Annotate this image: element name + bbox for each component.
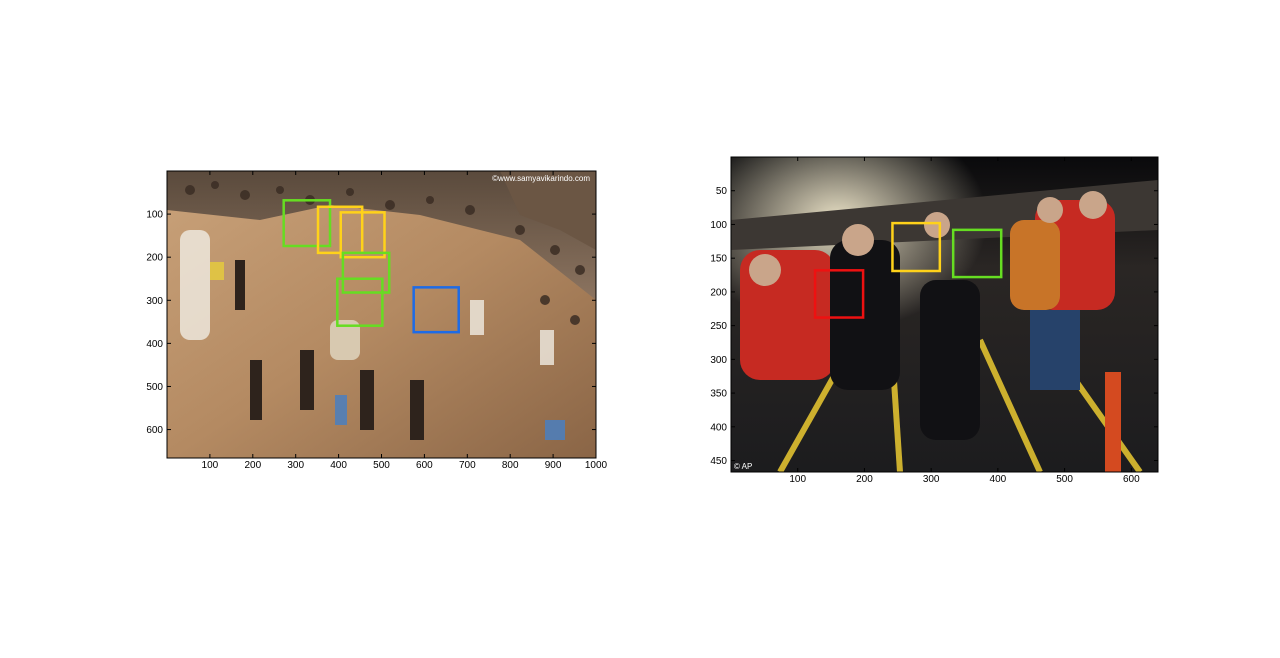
watermark: ©www.samyavikarindo.com <box>492 174 590 183</box>
watermark: © AP <box>734 462 752 471</box>
x-tick-label: 1000 <box>585 460 608 471</box>
y-tick-label: 150 <box>710 254 727 265</box>
y-tick-label: 400 <box>146 339 163 350</box>
x-tick-label: 900 <box>545 460 562 471</box>
y-tick-label: 400 <box>710 422 727 433</box>
x-tick-label: 200 <box>244 460 261 471</box>
detection-box <box>336 277 384 327</box>
y-tick-label: 250 <box>710 321 727 332</box>
x-tick-label: 100 <box>789 474 806 485</box>
detection-box <box>341 251 391 294</box>
x-tick-label: 400 <box>330 460 347 471</box>
detection-box <box>891 221 942 273</box>
x-tick-label: 600 <box>416 460 433 471</box>
panel-right: © AP 100 200 300 400 500 600 50 100 150 200 250 300 3… <box>710 156 1159 485</box>
left-photo <box>167 171 596 458</box>
detection-box <box>282 199 332 248</box>
axes-frame <box>730 156 1159 473</box>
right-photo <box>731 157 1158 472</box>
detection-box <box>339 211 386 259</box>
y-tick-label: 200 <box>710 287 727 298</box>
x-tick-label: 500 <box>1056 474 1073 485</box>
y-tick-label: 450 <box>710 456 727 467</box>
y-tick-label: 350 <box>710 389 727 400</box>
y-tick-label: 600 <box>146 425 163 436</box>
x-tick-label: 300 <box>923 474 940 485</box>
detection-box <box>813 269 865 319</box>
y-tick-label: 100 <box>146 210 163 221</box>
detection-box <box>412 286 460 334</box>
y-tick-label: 300 <box>710 355 727 366</box>
x-tick-label: 400 <box>990 474 1007 485</box>
x-tick-label: 300 <box>287 460 304 471</box>
detection-box <box>951 228 1003 279</box>
y-tick-label: 300 <box>146 296 163 307</box>
x-tick-label: 500 <box>373 460 390 471</box>
y-tick-label: 200 <box>146 253 163 264</box>
x-tick-label: 100 <box>202 460 219 471</box>
x-tick-label: 800 <box>502 460 519 471</box>
y-tick-label: 100 <box>710 220 727 231</box>
y-tick-label: 50 <box>716 186 728 197</box>
panel-left: ©www.samyavikarindo.com 100 200 300 400 500 60… <box>146 170 608 471</box>
x-tick-label: 600 <box>1123 474 1140 485</box>
overlay-layer: ©www.samyavikarindo.com 100 200 300 400 500 60… <box>146 156 1159 485</box>
x-tick-label: 200 <box>856 474 873 485</box>
y-tick-label: 500 <box>146 382 163 393</box>
x-tick-label: 700 <box>459 460 476 471</box>
